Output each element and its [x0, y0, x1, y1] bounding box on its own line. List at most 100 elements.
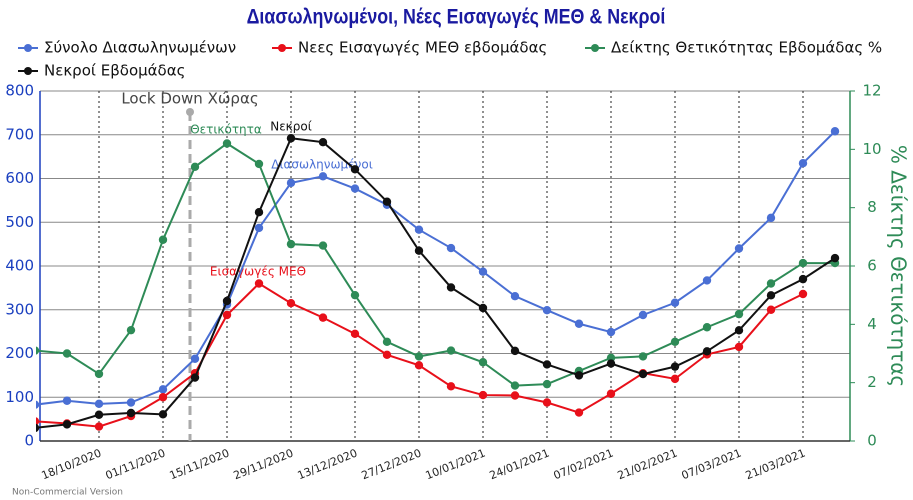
data-point [158, 393, 168, 402]
data-point [36, 346, 40, 355]
data-point [190, 354, 200, 363]
lockdown-dot [186, 108, 194, 116]
x-tick-label: 24/01/2021 [488, 447, 552, 483]
data-point [702, 347, 712, 356]
data-point [36, 423, 40, 432]
x-tick-label: 07/03/2021 [680, 447, 744, 483]
data-point [702, 276, 712, 285]
data-point [542, 379, 552, 389]
y2-tick-label: 0 [867, 432, 877, 450]
series-line [36, 130, 836, 406]
legend-marker [24, 44, 32, 52]
data-point [318, 137, 328, 147]
data-point [254, 223, 264, 233]
y-tick-label: 200 [5, 344, 34, 362]
data-point [638, 369, 648, 379]
data-point [542, 398, 552, 407]
data-point [734, 342, 744, 352]
y2-tick-label: 2 [867, 373, 877, 391]
legend-label: Σύνολο Διασωληνωμένων [44, 39, 236, 57]
y2-tick-label: 4 [867, 315, 877, 333]
data-point [62, 349, 72, 358]
data-point [254, 207, 264, 217]
data-point [222, 310, 232, 320]
data-point [766, 213, 776, 223]
data-point [382, 337, 392, 347]
data-point [382, 197, 392, 206]
x-tick-label: 18/10/2020 [40, 447, 104, 483]
y-tick-label: 800 [5, 82, 34, 100]
data-point [478, 267, 488, 276]
y-tick-label: 300 [5, 300, 34, 318]
data-point [414, 352, 424, 361]
data-point [286, 178, 296, 188]
data-point [542, 360, 552, 369]
data-point [446, 346, 456, 355]
data-point [158, 410, 168, 419]
data-point [510, 381, 520, 390]
legend-label: Νεες Εισαγωγές ΜΕΘ εβδομάδας [298, 39, 547, 57]
data-point [318, 313, 328, 322]
data-point [36, 417, 40, 426]
y2-tick-label: 6 [867, 257, 877, 275]
data-point [254, 279, 264, 288]
data-point [446, 382, 456, 391]
legend-label: Νεκροί Εβδομάδας [44, 62, 185, 80]
data-point [318, 241, 328, 250]
data-point [638, 352, 648, 361]
data-point [766, 291, 776, 300]
data-point [414, 225, 424, 234]
data-point [446, 283, 456, 292]
y2-tick-label: 12 [862, 82, 881, 100]
data-point [798, 289, 808, 299]
data-point [126, 408, 136, 418]
data-point [286, 134, 296, 143]
x-tick-label: 10/01/2021 [424, 447, 488, 483]
data-point [414, 246, 424, 255]
data-point [734, 309, 744, 319]
data-point [94, 410, 104, 419]
legend-marker [591, 44, 599, 52]
legend-marker [278, 44, 286, 52]
series [36, 127, 840, 409]
y-tick-label: 500 [5, 213, 34, 231]
data-point [670, 362, 680, 371]
data-point [766, 305, 776, 314]
data-point [734, 244, 744, 253]
data-point [542, 305, 552, 315]
data-point [606, 389, 616, 398]
y2-axis-label: % Δείκτης Θετικότητας [887, 145, 911, 387]
annotation: Διασωληνωμένοι [271, 158, 373, 172]
data-point [350, 184, 360, 193]
data-point [510, 346, 520, 356]
data-point [798, 158, 808, 168]
annotation: Εισαγωγές ΜΕΘ [210, 265, 306, 279]
chart-title: Διασωληνωμένοι, Νέες Εισαγωγές ΜΕΘ & Νεκ… [247, 5, 666, 29]
footer: Non-Commercial Version [12, 488, 123, 498]
x-tick-label: 15/11/2020 [168, 447, 232, 483]
x-tick-label: 21/02/2021 [616, 447, 680, 483]
y-tick-label: 700 [5, 125, 34, 143]
data-point [830, 253, 840, 263]
data-point [158, 235, 168, 244]
data-point [350, 165, 360, 174]
data-point [670, 337, 680, 347]
x-tick-label: 07/02/2021 [552, 447, 616, 483]
data-point [158, 385, 168, 394]
data-point [606, 359, 616, 368]
data-point [286, 239, 296, 249]
data-point [478, 303, 488, 313]
data-point [222, 139, 232, 148]
annotation: Νεκροί [270, 120, 312, 134]
data-point [446, 243, 456, 253]
x-tick-label: 29/11/2020 [232, 447, 296, 483]
x-tick-label: 13/12/2020 [296, 447, 360, 483]
data-point [574, 319, 584, 328]
series-line [36, 137, 836, 429]
data-point [510, 291, 520, 301]
data-point [350, 329, 360, 339]
legend-label: Δείκτης Θετικότητας Εβδομάδας % [611, 39, 882, 57]
y-tick-label: 400 [5, 257, 34, 275]
data-point [478, 390, 488, 400]
